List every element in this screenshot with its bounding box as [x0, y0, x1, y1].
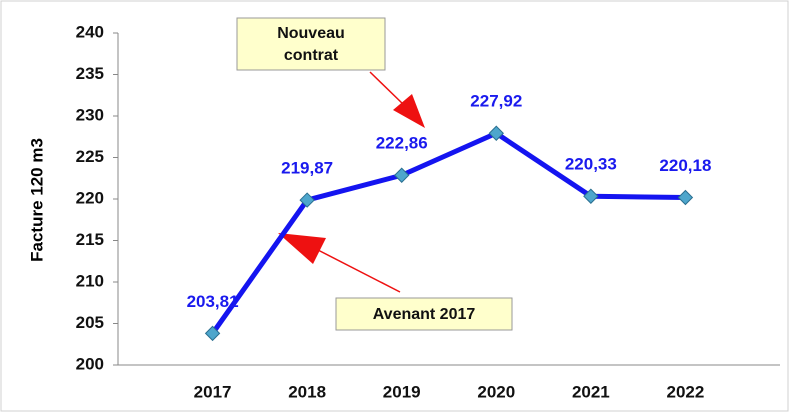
annotation-text: Avenant 2017 — [373, 306, 476, 323]
data-label: 227,92 — [470, 92, 522, 111]
y-tick-label: 200 — [76, 354, 104, 373]
data-label: 219,87 — [281, 159, 333, 178]
y-tick-label: 230 — [76, 105, 104, 124]
x-tick-label: 2018 — [288, 382, 326, 401]
data-marker — [204, 325, 221, 342]
annotation-text: contrat — [284, 47, 339, 64]
y-tick-label: 210 — [76, 271, 104, 290]
arrow — [369, 71, 406, 107]
arrow — [317, 249, 401, 293]
y-tick-label: 240 — [76, 22, 104, 41]
annotation-box — [236, 17, 386, 71]
data-marker — [583, 188, 599, 204]
annotation-box — [335, 297, 513, 331]
y-tick-label: 225 — [76, 147, 104, 166]
y-tick-label: 215 — [76, 230, 104, 249]
x-tick-label: 2017 — [194, 382, 232, 401]
data-label: 222,86 — [376, 134, 428, 153]
data-label: 220,18 — [659, 156, 711, 175]
data-label: 220,33 — [565, 155, 617, 174]
y-tick-label: 220 — [76, 188, 104, 207]
y-axis-label: Facture 120 m3 — [27, 138, 46, 262]
x-tick-label: 2019 — [383, 382, 421, 401]
data-marker — [677, 189, 694, 206]
data-marker — [488, 125, 504, 141]
data-line — [210, 130, 686, 335]
x-tick-label: 2020 — [477, 382, 515, 401]
data-label: 203,81 — [187, 292, 239, 311]
data-marker — [299, 192, 315, 208]
arrow-head — [393, 94, 425, 128]
y-tick-label: 235 — [76, 64, 104, 83]
y-tick-label: 205 — [76, 313, 104, 332]
x-tick-label: 2022 — [667, 382, 705, 401]
data-marker — [394, 167, 410, 183]
x-tick-label: 2021 — [572, 382, 610, 401]
annotation-text: Nouveau — [277, 25, 345, 42]
arrow-head — [278, 233, 326, 264]
